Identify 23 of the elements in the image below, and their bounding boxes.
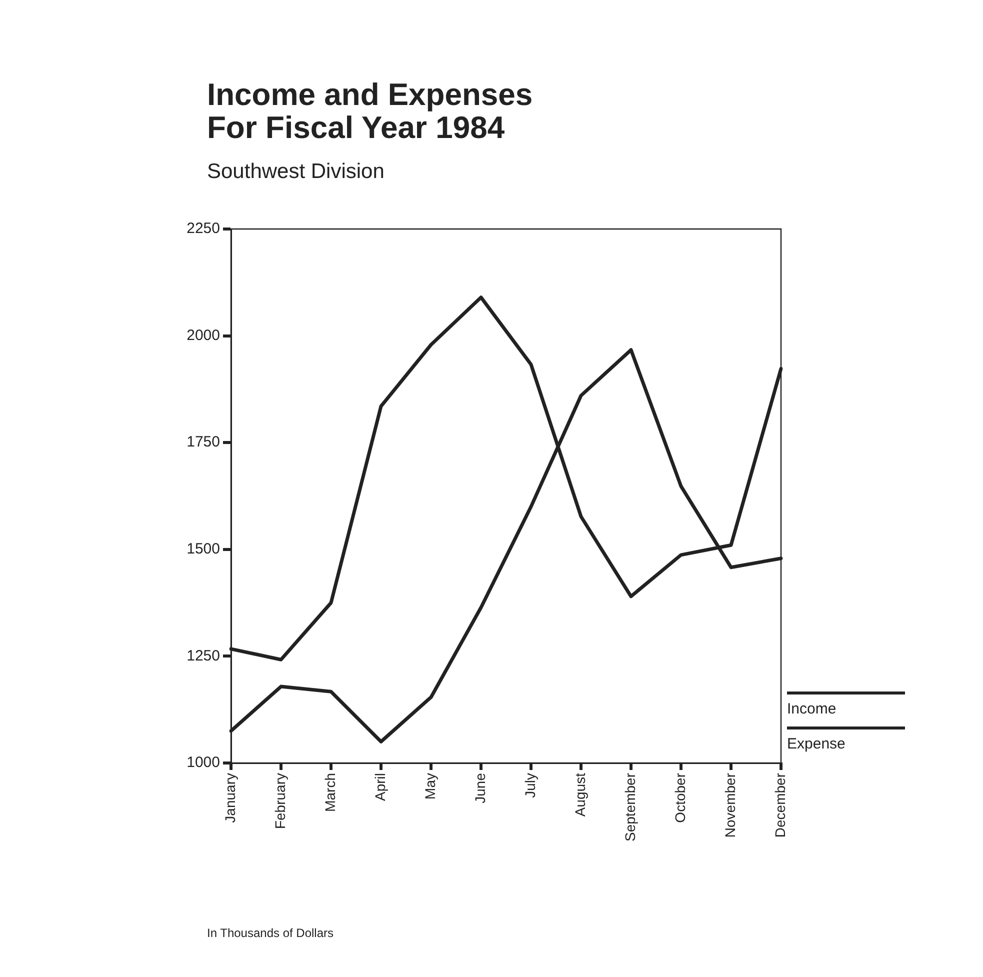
chart-subtitle: Southwest Division bbox=[207, 160, 384, 184]
text: In Thousands of Dollars bbox=[207, 926, 334, 940]
x-tick-label: May bbox=[422, 773, 438, 800]
text: Expense bbox=[787, 736, 846, 753]
x-tick-label: March bbox=[322, 773, 338, 812]
x-tick-label: October bbox=[672, 772, 688, 823]
x-tick-label: January bbox=[222, 773, 238, 823]
y-tick-label: 1000 bbox=[186, 754, 220, 772]
y-tick-label: 1500 bbox=[186, 540, 220, 558]
y-tick-label: 2000 bbox=[186, 326, 220, 344]
x-tick-label: July bbox=[522, 773, 538, 798]
y-tick-label: 1250 bbox=[186, 647, 220, 664]
x-tick-label: April bbox=[372, 773, 388, 802]
x-tick-label: August bbox=[572, 772, 588, 817]
x-tick-label: November bbox=[722, 772, 738, 838]
x-tick-label: September bbox=[622, 772, 638, 842]
y-tick-label: 2250 bbox=[186, 220, 220, 238]
text: Income bbox=[787, 700, 836, 718]
y-tick-label: 1750 bbox=[186, 434, 220, 451]
x-tick-label: February bbox=[272, 773, 288, 830]
chart-title: Income and Expenses For Fiscal Year 1984 bbox=[207, 77, 533, 145]
x-tick-label: December bbox=[772, 772, 788, 838]
x-tick-label: June bbox=[472, 772, 488, 804]
